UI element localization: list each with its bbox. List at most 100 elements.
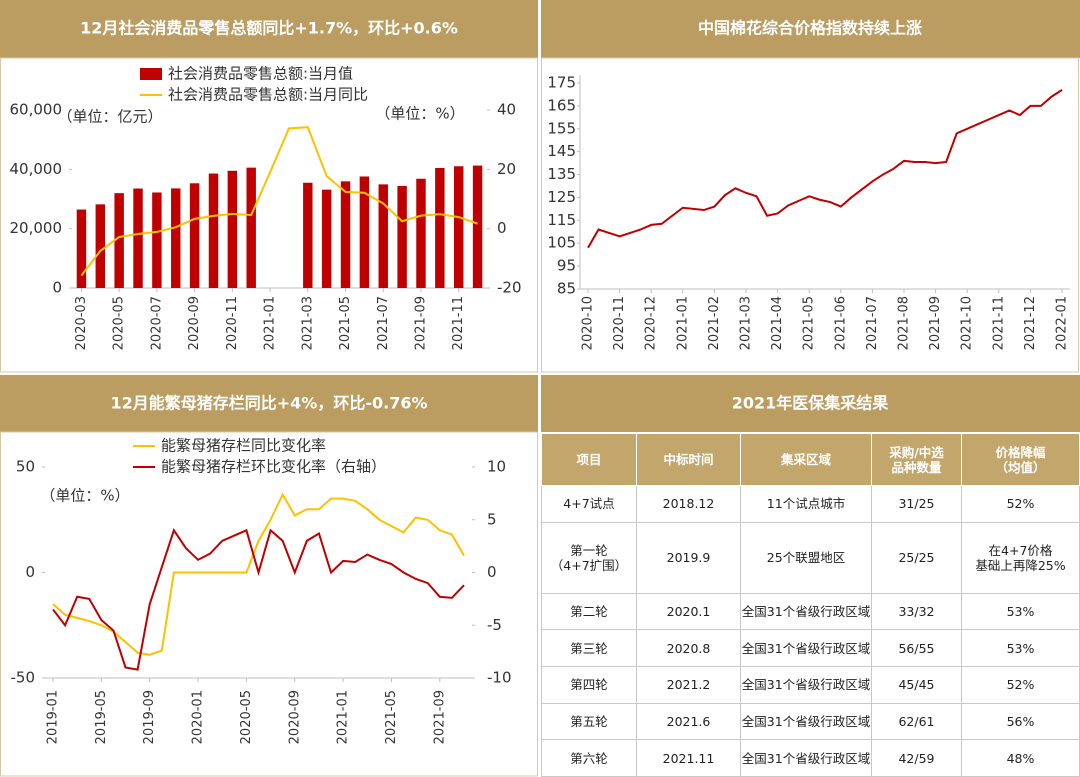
header-row: 项目 中标时间 集采区域 采购/中选 品种数量 价格降幅 （均值） [541,433,1080,486]
header-cell: 集采区域 [740,433,872,486]
y2-tick-label: 20 [497,160,516,178]
table-cell: 53% [961,592,1080,631]
x-tick-label: 2020-09 [187,296,202,350]
table-row: 第一轮 （4+7扩围） 2019.9 25个联盟地区 25/25 在4+7价格 基础上再… [541,521,1080,594]
table-row: 第三轮 2020.8 全国31个省级行政区域 56/55 53% [541,629,1080,667]
table-row: 第六轮 2021.11 全国31个省级行政区域 42/59 48% [541,739,1080,777]
table-cell: 52% [961,666,1080,704]
y2-tick-label: 0 [497,219,507,237]
table-row: 4+7试点 2018.12 11个试点城市 31/25 52% [541,485,1080,523]
x-tick-label: 2020-05 [239,690,254,744]
header-cell: 项目 [541,433,637,486]
result-table: 项目 中标时间 集采区域 采购/中选 品种数量 价格降幅 （均值） 4+7试点 2018.1… [541,433,1080,777]
y-tick-label: 95 [557,257,576,275]
x-tick-label: 2021-09 [413,296,428,350]
legend-swatch [140,68,162,80]
y-tick-label: 40,000 [10,160,63,178]
x-tick-label: 2021-09 [928,296,943,350]
x-tick-label: 2021-07 [865,296,880,350]
panel-border [0,431,538,777]
y-tick-label: 175 [547,74,576,92]
line [52,492,465,656]
x-tick-label: 2021-01 [675,296,690,350]
x-tick-label: 2021-04 [770,296,785,350]
y2-tick-label: 0 [487,563,497,581]
bar [114,193,124,288]
table-cell: 2018.12 [636,485,741,523]
header-cell: 价格降幅 （均值） [961,433,1080,486]
x-tick-label: 2021-10 [960,296,975,350]
y-tick-label: 135 [547,165,576,183]
panel-border [541,57,1079,373]
bar [321,189,332,288]
bar [246,167,256,288]
line [52,528,465,671]
y2-tick-label: -10 [487,669,512,687]
y2-tick-label: 5 [487,510,497,528]
table-cell: 42/59 [871,739,962,777]
y-tick-label: 125 [547,188,576,206]
x-tick-label: 2021-01 [263,296,278,350]
legend-label: 社会消费品零售总额:当月同比 [168,86,368,104]
table-title: 2021年医保集采结果 [732,394,889,413]
annotation: （单位：%） [375,105,464,123]
x-tick-label: 2020-11 [225,296,240,350]
table-cell: 53% [961,629,1080,667]
table-cell: 2021.2 [636,666,741,704]
bar [76,209,87,288]
y2-tick-label: -5 [487,616,502,634]
x-tick-label: 2021-11 [991,296,1006,350]
table-cell: 第六轮 [541,739,637,777]
table-cell: 2020.8 [636,629,741,667]
x-tick-label: 2019-01 [46,690,61,744]
x-tick-label: 2021-09 [432,690,447,744]
bar [472,165,483,288]
table-cell: 第一轮 （4+7扩围） [541,521,637,594]
table-cell: 全国31个省级行政区域 [740,702,872,741]
table-cell: 全国31个省级行政区域 [740,592,872,631]
x-tick-label: 2020-11 [612,296,627,350]
table-row: 第二轮 2020.1 全国31个省级行政区域 33/32 53% [541,592,1080,631]
bar [152,192,162,288]
x-tick-label: 2020-09 [287,690,302,744]
chart-title: 12月能繁母猪存栏同比+4%，环比-0.76% [111,394,428,413]
y-tick-label: 50 [16,458,35,476]
y2-tick-label: 10 [487,458,506,476]
table-cell: 25个联盟地区 [740,521,872,594]
x-tick-label: 2021-05 [802,296,817,350]
header-bar [541,375,1080,432]
table-cell: 33/32 [871,592,962,631]
bar [378,184,388,288]
bar [435,167,445,288]
table-cell: 56% [961,702,1080,741]
table-cell: 25/25 [871,521,962,594]
table-row: 第五轮 2021.6 全国31个省级行政区域 62/61 56% [541,702,1080,741]
table-cell: 2021.11 [636,739,741,777]
table-cell: 2019.9 [636,521,741,594]
table-cell: 56/55 [871,629,962,667]
x-tick-label: 2019-09 [142,690,157,744]
header-bar [541,0,1080,58]
legend-label: 社会消费品零售总额:当月值 [168,65,353,83]
x-tick-label: 2021-12 [1023,296,1038,350]
legend-label: 能繁母猪存栏环比变化率（右轴） [161,458,386,476]
bar [340,181,351,288]
x-tick-label: 2020-05 [112,296,127,350]
panel-border [0,57,538,373]
table-row: 第四轮 2021.2 全国31个省级行政区域 45/45 52% [541,666,1080,704]
line [80,126,478,277]
y2-tick-label: -20 [497,279,522,297]
x-tick-label: 2020-01 [191,690,206,744]
y2-tick-label: 40 [497,101,516,119]
table-cell: 62/61 [871,702,962,741]
table-cell: 第二轮 [541,592,637,631]
x-tick-label: 2021-01 [336,690,351,744]
annotation: （单位：亿元） [57,108,162,126]
x-tick-label: 2021-05 [338,296,353,350]
table-cell: 48% [961,739,1080,777]
header-cell: 中标时间 [636,433,741,486]
bar [453,166,464,288]
y-tick-label: 165 [547,96,576,114]
